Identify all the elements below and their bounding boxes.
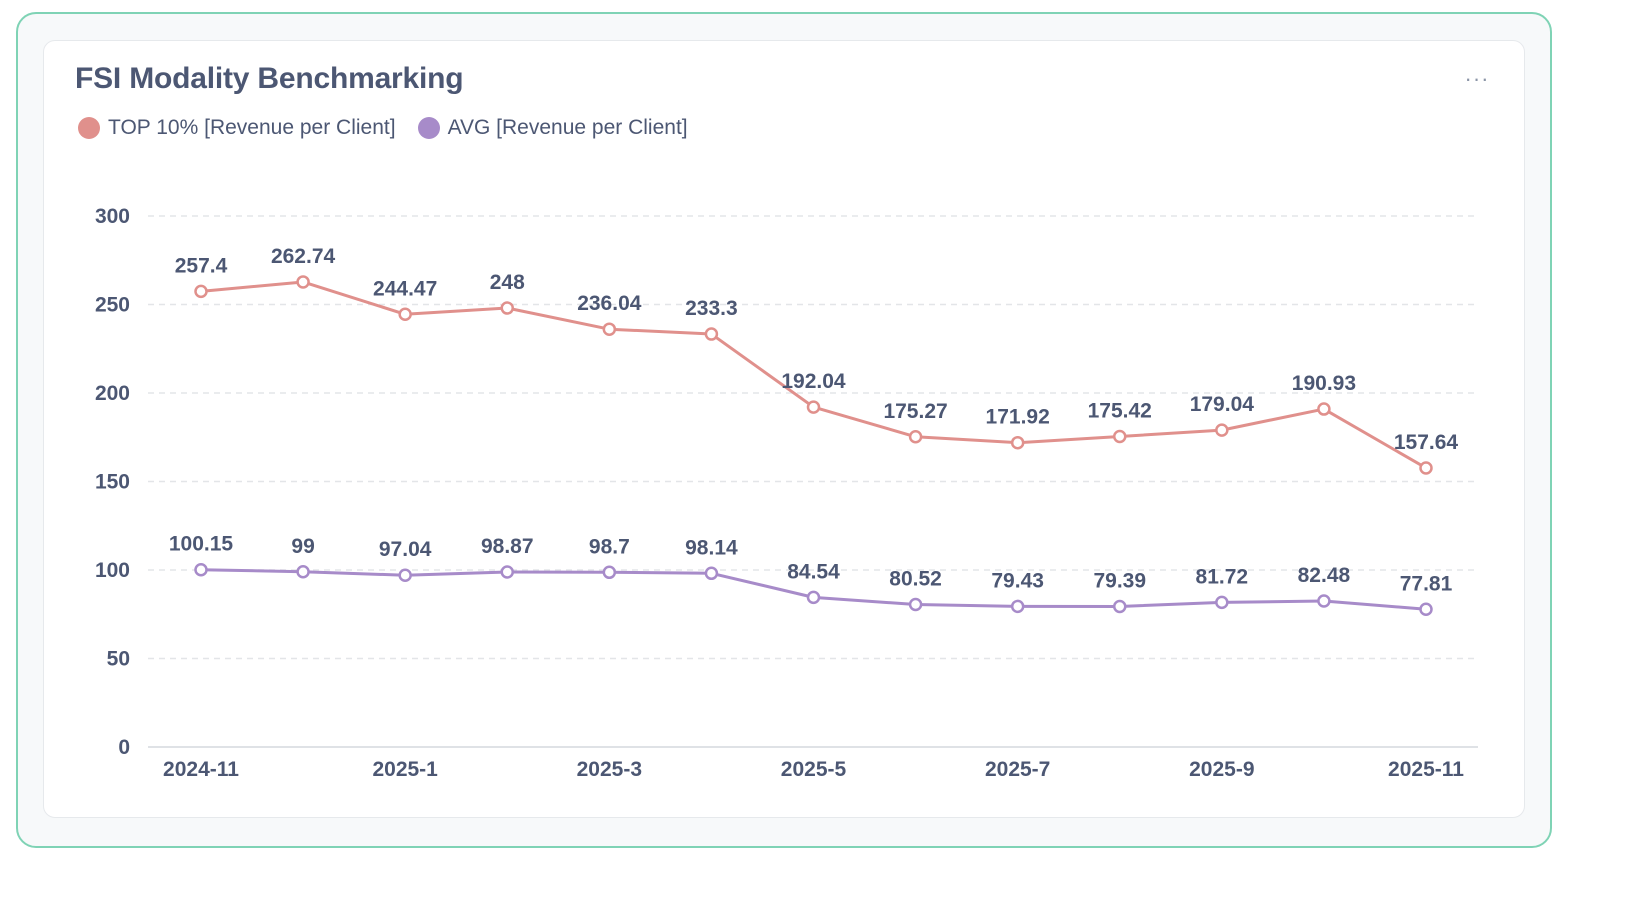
data-point[interactable] [1010,435,1025,450]
x-tick-label: 2025-3 [577,758,642,781]
y-tick-label: 200 [95,382,130,405]
data-point[interactable] [908,430,923,444]
chart-legend: TOP 10% [Revenue per Client] AVG [Revenu… [78,116,688,140]
data-point[interactable] [602,565,617,580]
x-tick-label: 2025-9 [1189,758,1254,781]
data-point[interactable] [194,284,208,299]
data-point[interactable] [1113,429,1127,444]
legend-swatch-top10 [78,117,100,139]
y-tick-label: 50 [107,648,130,671]
data-point[interactable] [806,590,821,605]
y-tick-label: 300 [95,205,130,228]
x-tick-label: 2025-11 [1388,758,1464,781]
x-tick-label: 2025-7 [985,758,1050,781]
data-point[interactable] [296,565,310,579]
data-label: 171.92 [986,406,1050,429]
data-point[interactable] [1317,594,1331,608]
legend-label-avg: AVG [Revenue per Client] [447,116,688,139]
legend-item-avg[interactable]: AVG [Revenue per Client] [417,116,688,140]
data-point[interactable] [500,565,514,579]
data-label: 175.27 [883,400,947,423]
legend-item-top10[interactable]: TOP 10% [Revenue per Client] [78,116,396,140]
data-label: 77.81 [1400,572,1453,595]
data-point[interactable] [1317,402,1331,416]
data-point[interactable] [296,275,310,289]
y-tick-label: 150 [95,471,130,494]
chart-title: FSI Modality Benchmarking [75,62,464,95]
x-tick-label: 2025-1 [372,758,438,781]
data-label: 98.7 [589,535,630,558]
y-tick-label: 100 [95,559,130,582]
data-label: 99 [291,535,314,558]
data-point[interactable] [1419,461,1433,475]
x-tick-label: 2025-5 [781,758,847,781]
data-label: 244.47 [373,277,437,300]
data-label: 257.4 [175,254,228,277]
data-point[interactable] [1419,602,1433,617]
data-label: 97.04 [379,538,432,561]
data-label: 248 [490,271,525,294]
legend-label-top10: TOP 10% [Revenue per Client] [108,116,396,139]
data-point[interactable] [1215,423,1229,437]
data-label: 175.42 [1088,400,1152,423]
data-label: 98.87 [481,535,534,558]
data-label: 179.04 [1190,393,1255,416]
data-label: 80.52 [889,567,942,590]
x-tick-label: 2024-11 [163,758,239,781]
data-point[interactable] [500,301,514,315]
more-options-icon[interactable]: ··· [1464,66,1490,91]
data-label: 262.74 [271,245,336,268]
y-tick-label: 0 [118,736,130,759]
chart-card [43,40,1525,818]
data-point[interactable] [602,322,617,336]
data-label: 190.93 [1292,372,1356,395]
data-point[interactable] [1010,599,1025,614]
data-point[interactable] [194,562,208,577]
data-label: 233.3 [685,297,738,320]
data-label: 98.14 [685,536,738,559]
data-label: 79.39 [1093,569,1146,592]
data-label: 100.15 [169,533,234,556]
data-label: 81.72 [1196,565,1249,588]
data-point[interactable] [398,307,412,322]
data-point[interactable] [908,597,923,612]
legend-swatch-avg [417,117,440,139]
data-point[interactable] [1113,599,1127,614]
data-label: 84.54 [787,560,840,583]
data-label: 192.04 [781,370,846,393]
y-tick-label: 250 [95,294,130,317]
data-label: 236.04 [577,292,642,315]
data-label: 157.64 [1394,431,1459,454]
data-point[interactable] [704,566,719,581]
data-label: 79.43 [991,569,1044,592]
data-point[interactable] [398,568,412,582]
data-point[interactable] [1215,595,1229,610]
data-point[interactable] [704,327,719,341]
data-label: 82.48 [1298,564,1351,587]
data-point[interactable] [806,400,821,414]
